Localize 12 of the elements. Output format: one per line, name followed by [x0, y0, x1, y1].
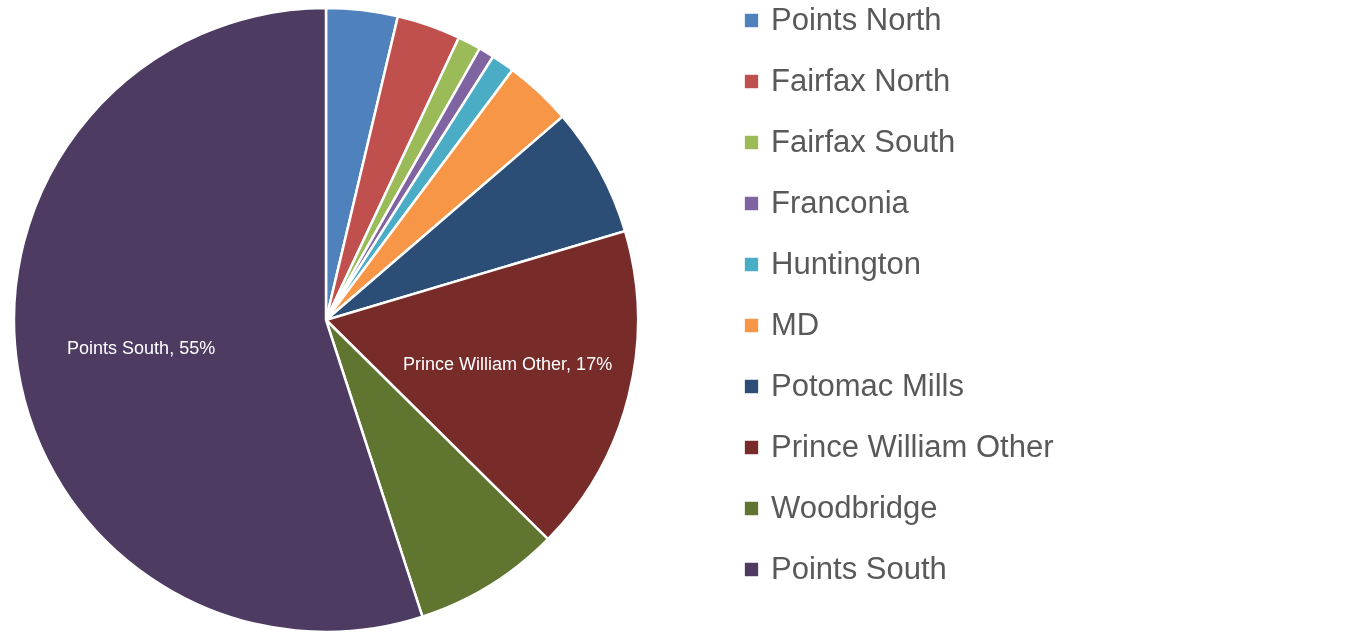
data-label: Points South, 55% [67, 338, 216, 359]
legend-label: Fairfax South [771, 123, 956, 159]
legend-label: Points South [771, 550, 947, 586]
legend-label: Points North [771, 1, 942, 37]
legend-label: Franconia [771, 184, 910, 220]
legend-label: Woodbridge [771, 489, 938, 525]
legend-label: Potomac Mills [771, 367, 964, 403]
legend-label: Prince William Other [771, 428, 1054, 464]
legend-label: Fairfax North [771, 62, 951, 98]
legend-label: Huntington [771, 245, 921, 281]
legend-label: MD [771, 306, 820, 342]
data-label: Prince William Other, 17% [403, 354, 613, 375]
